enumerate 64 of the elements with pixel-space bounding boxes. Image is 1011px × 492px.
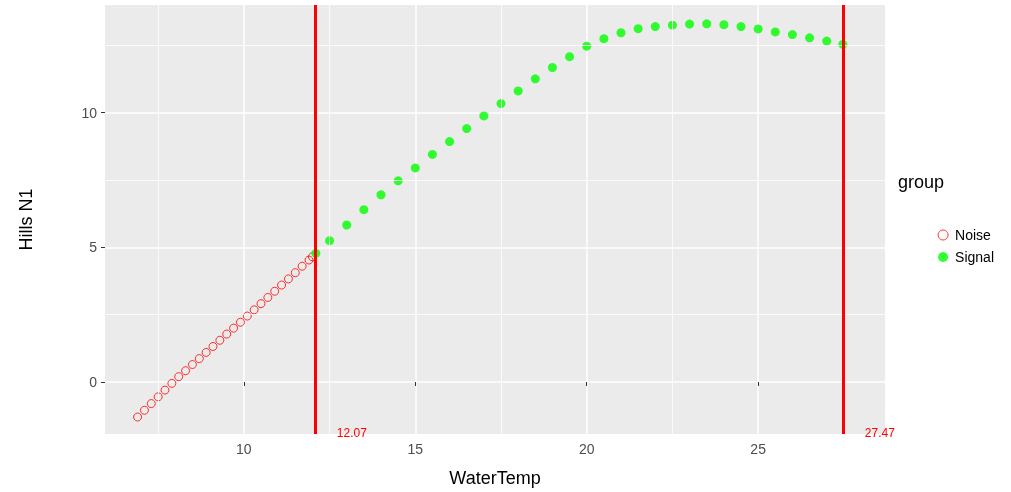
point bbox=[770, 27, 780, 37]
x-tick-label: 10 bbox=[236, 441, 252, 457]
legend-label: Signal bbox=[955, 249, 994, 265]
point bbox=[194, 354, 204, 364]
x-axis-title: WaterTemp bbox=[449, 468, 541, 488]
point bbox=[753, 24, 763, 34]
point bbox=[263, 292, 273, 302]
point bbox=[242, 311, 252, 321]
x-tick-label: 20 bbox=[578, 441, 595, 457]
point bbox=[235, 317, 245, 327]
point bbox=[181, 366, 191, 376]
point bbox=[139, 405, 149, 415]
point bbox=[410, 163, 420, 173]
point bbox=[277, 280, 287, 290]
point bbox=[359, 205, 369, 215]
point bbox=[805, 33, 815, 43]
point bbox=[702, 19, 712, 29]
ref-line-label: 27.47 bbox=[864, 426, 896, 440]
point bbox=[167, 378, 177, 388]
y-axis-title: Hills N1 bbox=[16, 188, 36, 251]
point bbox=[146, 399, 156, 409]
point bbox=[229, 323, 239, 333]
point bbox=[633, 24, 643, 34]
x-tick-label: 25 bbox=[750, 441, 767, 457]
point bbox=[445, 137, 455, 147]
point bbox=[787, 30, 797, 40]
point bbox=[290, 268, 300, 278]
point bbox=[565, 52, 575, 62]
point bbox=[342, 220, 352, 230]
point bbox=[201, 347, 211, 357]
y-tick-label: 5 bbox=[89, 239, 98, 256]
point bbox=[222, 329, 232, 339]
point bbox=[208, 341, 218, 351]
legend-title: group bbox=[897, 172, 945, 192]
point bbox=[160, 385, 170, 395]
y-tick-label: 0 bbox=[89, 374, 98, 391]
point bbox=[215, 335, 225, 345]
point bbox=[462, 124, 472, 134]
point bbox=[616, 28, 626, 38]
point bbox=[153, 392, 163, 402]
point bbox=[174, 372, 184, 382]
legend-label: Noise bbox=[955, 227, 992, 243]
x-tick-label: 15 bbox=[407, 441, 424, 457]
point bbox=[427, 149, 437, 159]
point bbox=[736, 22, 746, 32]
point bbox=[685, 19, 695, 29]
point bbox=[513, 86, 523, 96]
point bbox=[187, 360, 197, 370]
point bbox=[822, 36, 832, 46]
point bbox=[376, 190, 386, 200]
point bbox=[547, 62, 557, 72]
ref-line-label: 12.07 bbox=[336, 426, 368, 440]
y-tick-label: 10 bbox=[81, 104, 98, 121]
point bbox=[650, 22, 660, 32]
point bbox=[530, 74, 540, 84]
point bbox=[297, 261, 307, 271]
point bbox=[599, 34, 609, 44]
point bbox=[256, 299, 266, 309]
point bbox=[283, 274, 293, 284]
point bbox=[479, 111, 489, 121]
point bbox=[270, 286, 280, 296]
point bbox=[133, 412, 143, 422]
point bbox=[249, 305, 259, 315]
point bbox=[719, 20, 729, 30]
